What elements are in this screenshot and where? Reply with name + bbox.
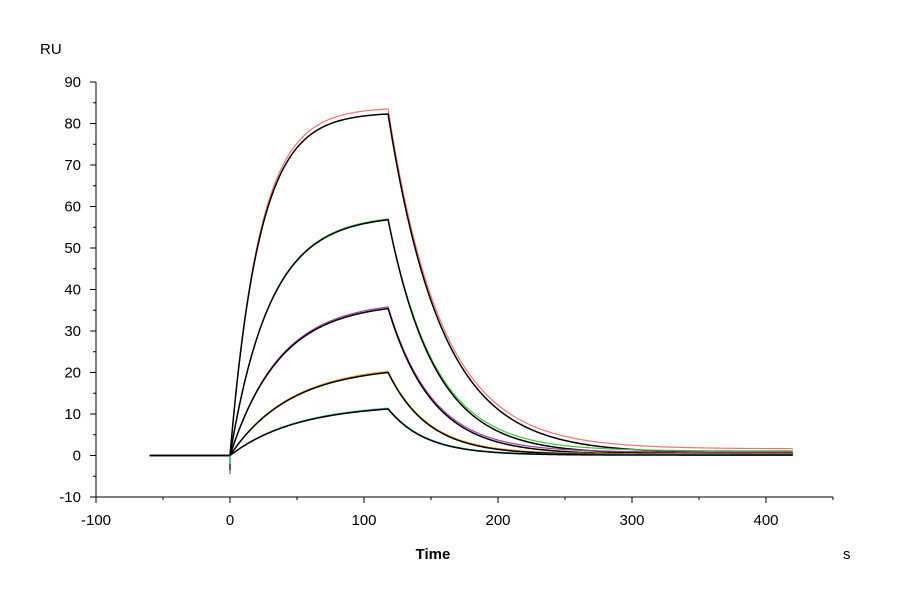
y-tick-label: 80 xyxy=(64,116,81,133)
x-unit-label: s xyxy=(843,546,851,563)
measured-curve-0 xyxy=(149,108,793,457)
fit-curve-1 xyxy=(149,113,793,457)
x-tick-label: 200 xyxy=(485,512,510,529)
y-tick-label: 60 xyxy=(64,199,81,216)
y-tick-label: 20 xyxy=(64,365,81,382)
y-tick-label: 30 xyxy=(64,323,81,340)
y-unit-label: RU xyxy=(40,41,62,58)
y-tick-label: 90 xyxy=(64,74,81,91)
x-tick-label: 0 xyxy=(226,512,234,529)
fit-curve-3 xyxy=(149,219,793,457)
fit-curve-9 xyxy=(149,408,793,457)
y-tick-label: 40 xyxy=(64,282,81,299)
y-tick-label: 50 xyxy=(64,240,81,257)
y-tick-label: 70 xyxy=(64,157,81,174)
x-tick-label: 100 xyxy=(351,512,376,529)
y-tick-label: 10 xyxy=(64,406,81,423)
series-group xyxy=(149,108,793,475)
y-tick-label: -10 xyxy=(59,489,81,506)
x-ticks: -100 0 100 200 300 400 xyxy=(81,497,834,529)
measured-curve-2 xyxy=(149,218,793,457)
y-tick-label: 0 xyxy=(73,448,81,465)
x-tick-label: 400 xyxy=(753,512,778,529)
x-axis-title: Time xyxy=(416,546,451,563)
y-ticks: -10 0 10 20 30 40 50 60 70 80 90 xyxy=(59,74,96,506)
x-tick-label: -100 xyxy=(81,512,111,529)
x-tick-label: 300 xyxy=(619,512,644,529)
